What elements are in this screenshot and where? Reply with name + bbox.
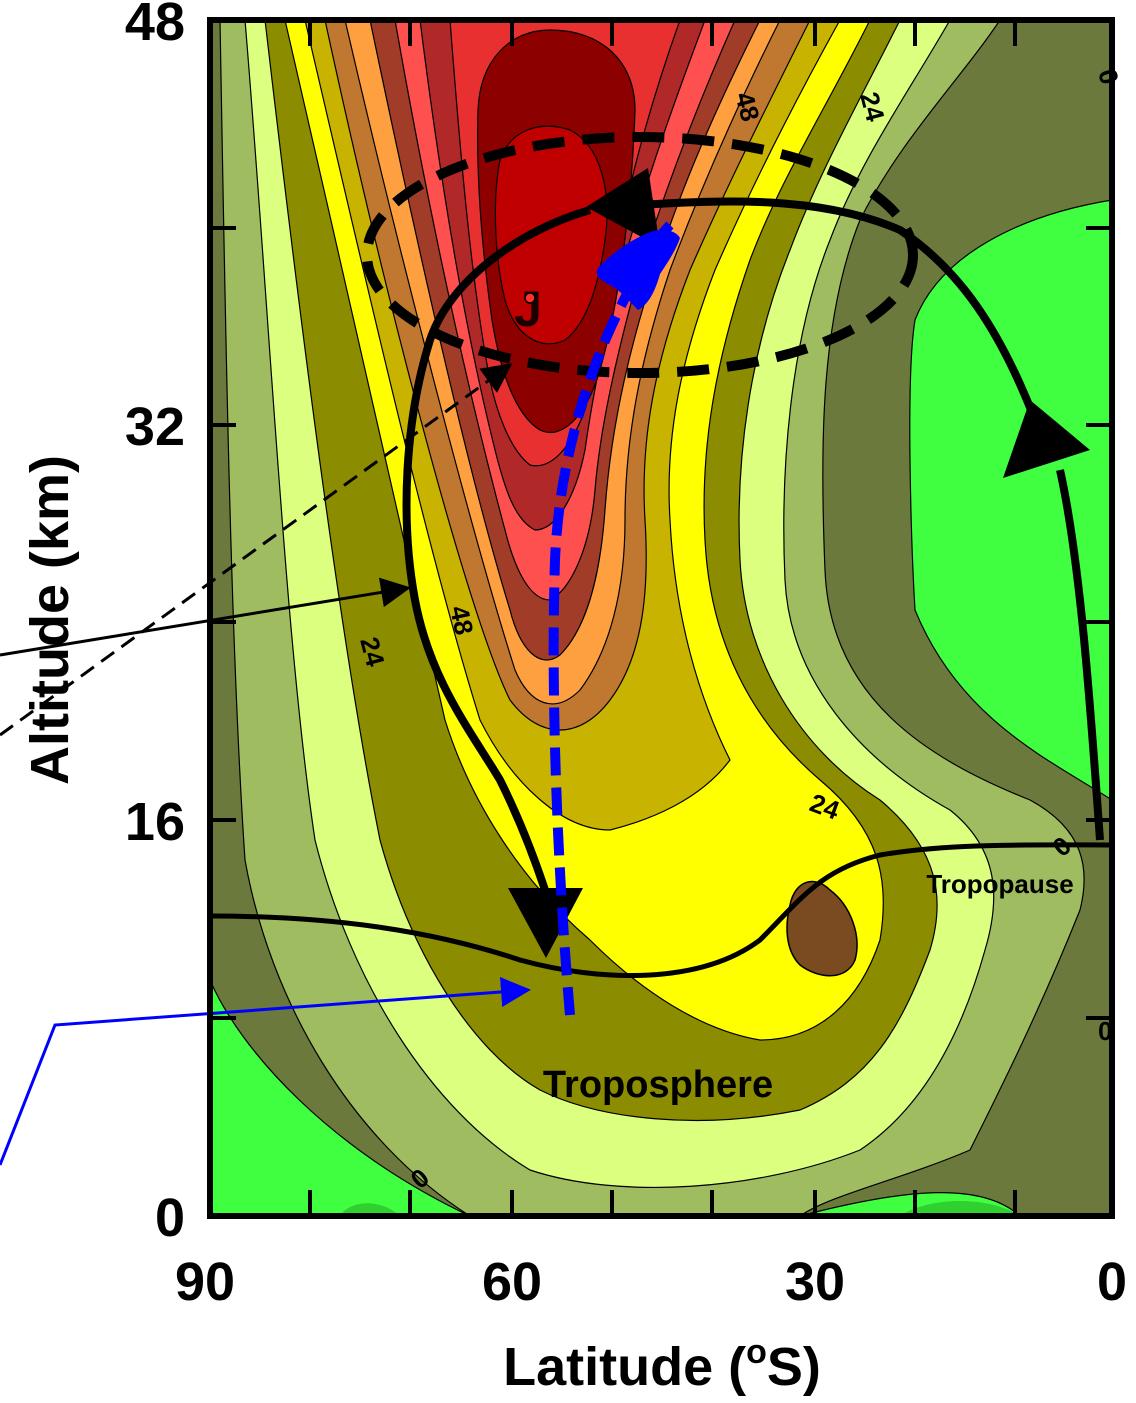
y-tick-label: 48 [125, 0, 185, 52]
circulation-path [1056, 469, 1104, 841]
circulation-path [639, 197, 1039, 422]
x-tick-labels: 90 60 30 0 [175, 1252, 1127, 1312]
tropopause-line [209, 842, 1113, 978]
x-tick-label: 0 [1097, 1252, 1127, 1312]
y-tick-labels: 48 32 16 0 [125, 0, 185, 1248]
y-tick-label: 16 [125, 792, 185, 852]
band-green-bottom-left [340, 1203, 400, 1216]
jet-marker [524, 292, 536, 304]
tick-marks [208, 20, 1112, 1216]
jet-label: J [514, 281, 542, 337]
contour-field [210, 20, 1112, 1216]
y-axis-title: Altitude (km) [20, 455, 80, 785]
tropopause-label: Tropopause [926, 869, 1073, 899]
x-tick-label: 60 [482, 1252, 542, 1312]
x-tick-label: 90 [175, 1252, 235, 1312]
band-core [494, 125, 608, 345]
arrow-up-head [1003, 400, 1090, 478]
contour-label: 0 [1098, 1016, 1112, 1046]
y-tick-label: 32 [125, 397, 185, 457]
jet-region-ellipse [362, 132, 918, 378]
blue-blob [596, 230, 680, 310]
pointer-arrow-solid [0, 577, 411, 657]
troposphere-label: Troposphere [543, 1064, 773, 1106]
arrow-down-head [508, 888, 583, 958]
band-green-bottom-right [900, 1201, 1020, 1216]
plot-frame [207, 17, 1115, 1219]
pointer-arrow-dashed [0, 363, 513, 737]
y-tick-label: 0 [155, 1188, 185, 1248]
circulation-path [402, 206, 592, 892]
pointer-arrow-blue [0, 977, 531, 1166]
arrow-left-head [586, 168, 660, 247]
x-tick-label: 30 [785, 1252, 845, 1312]
contour-label: 48 [444, 603, 479, 638]
x-axis-title: Latitude (oS) [503, 1333, 821, 1397]
